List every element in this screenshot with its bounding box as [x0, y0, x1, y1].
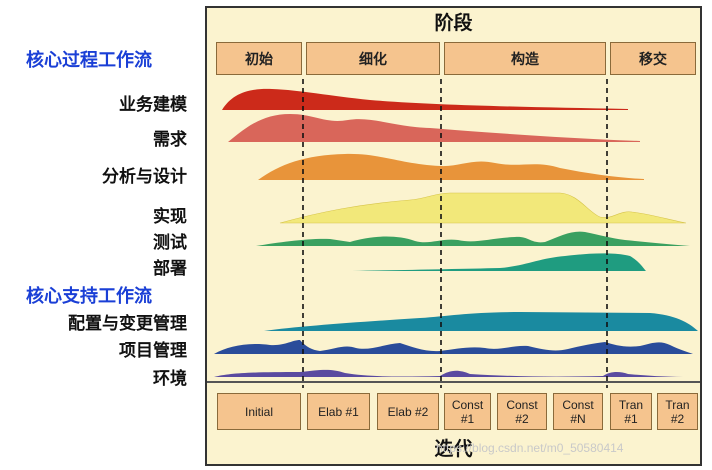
iteration-label: Initial	[244, 404, 273, 419]
workflow-label-test: 测试	[153, 233, 187, 253]
iteration-tran-1: Tran #1	[610, 393, 652, 430]
phases-title: 阶段	[434, 12, 473, 34]
iteration-label: Tran #1	[618, 397, 644, 426]
iteration-elab-1: Elab #1	[307, 393, 370, 430]
iteration-const-n: Const #N	[553, 393, 603, 430]
curve-requirements	[228, 114, 640, 142]
phase-elaboration: 细化	[306, 42, 440, 75]
phase-label: 移交	[639, 51, 667, 68]
workflow-label-requirements: 需求	[153, 130, 187, 150]
curve-test	[256, 231, 690, 246]
diagram-frame	[205, 6, 702, 466]
curve-environment	[214, 369, 690, 377]
iteration-label: Elab #2	[387, 404, 429, 419]
core-support-group-label: 核心支持工作流	[26, 286, 152, 307]
phase-label: 构造	[511, 51, 539, 68]
phase-transition: 移交	[610, 42, 696, 75]
iterations-title: 迭代	[434, 438, 473, 460]
curve-project-mgmt	[214, 340, 693, 354]
iteration-label: Tran #2	[665, 397, 690, 426]
iteration-tran-2: Tran #2	[657, 393, 698, 430]
phase-inception: 初始	[216, 42, 302, 75]
workflow-label-analysis-design: 分析与设计	[102, 167, 187, 187]
core-process-group-label: 核心过程工作流	[26, 50, 152, 71]
curve-config-change	[264, 312, 698, 331]
workflow-label-environment: 环境	[153, 369, 187, 389]
workflow-label-implementation: 实现	[153, 207, 187, 227]
workflow-label-business-modeling: 业务建模	[119, 95, 187, 115]
curve-deployment	[352, 253, 646, 271]
iteration-initial: Initial	[217, 393, 301, 430]
phase-label: 细化	[359, 51, 387, 68]
iteration-const-1: Const #1	[444, 393, 491, 430]
curve-business-modeling	[222, 88, 628, 110]
iteration-elab-2: Elab #2	[377, 393, 439, 430]
iteration-label: Const #2	[506, 397, 538, 426]
iteration-label: Const #1	[451, 397, 484, 426]
iteration-label: Const #N	[562, 397, 594, 426]
iteration-label: Elab #1	[318, 404, 359, 419]
curve-implementation	[279, 192, 687, 224]
curve-analysis-design	[258, 153, 644, 180]
phase-construction: 构造	[444, 42, 606, 75]
workflow-label-project-mgmt: 项目管理	[119, 341, 187, 361]
iterations-separator	[207, 381, 700, 383]
iteration-const-2: Const #2	[497, 393, 547, 430]
phase-label: 初始	[245, 51, 273, 68]
workflow-label-deployment: 部署	[153, 259, 187, 279]
workflow-label-config-change: 配置与变更管理	[68, 314, 187, 334]
watermark-text: https://blog.csdn.net/m0_50580414	[436, 441, 624, 455]
